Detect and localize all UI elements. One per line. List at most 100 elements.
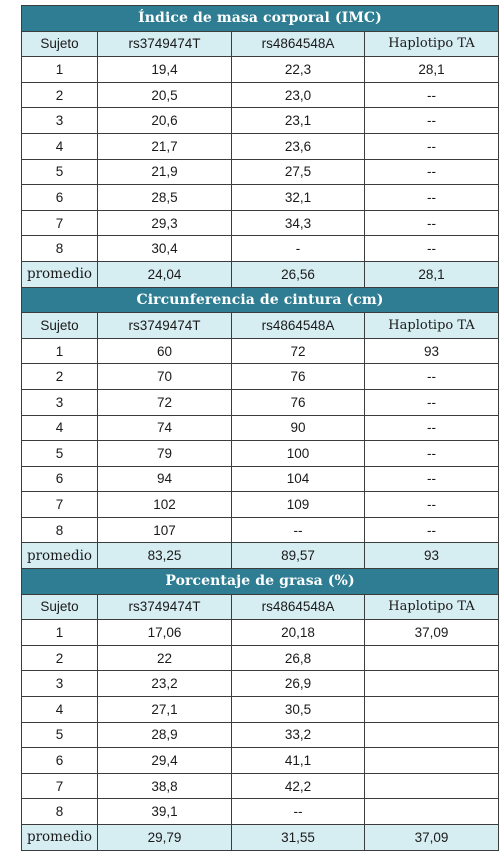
cell-subject: 4 <box>21 132 98 160</box>
table-row: 3 23,2 26,9 <box>21 670 500 698</box>
cell-rs4864548a: -- <box>231 798 365 825</box>
cell-rs3749474t: 20,6 <box>97 107 232 134</box>
cell-haplotype-ta: -- <box>363 414 500 442</box>
cell-rs3749474t: 21,7 <box>97 132 232 160</box>
cell-haplotype-ta: -- <box>363 184 500 211</box>
table-row: 5 79 100 -- <box>21 440 500 467</box>
cell-rs4864548a: 23,0 <box>231 81 365 109</box>
table-row: 2 70 76 -- <box>21 363 500 390</box>
cell-rs3749474t: 29,3 <box>97 209 232 237</box>
average-rs4864548a: 31,55 <box>231 824 365 851</box>
cell-rs4864548a: 104 <box>231 465 365 493</box>
cell-haplotype-ta: -- <box>363 465 500 493</box>
section-title: Índice de masa corporal (IMC) <box>20 5 500 32</box>
cell-rs4864548a: 26,9 <box>231 670 365 698</box>
table-row: 2 22 26,8 <box>21 644 500 672</box>
cell-rs3749474t: 21,9 <box>97 158 232 186</box>
cell-rs4864548a: 27,5 <box>231 158 365 186</box>
table-row: 3 20,6 23,1 -- <box>21 107 500 134</box>
table-row: 4 21,7 23,6 -- <box>21 132 500 160</box>
cell-rs3749474t: 19,4 <box>97 56 232 83</box>
cell-haplotype-ta: -- <box>363 107 500 134</box>
column-header-subject: Sujeto <box>21 30 98 58</box>
average-rs3749474t: 24,04 <box>97 260 232 288</box>
cell-haplotype-ta: -- <box>363 440 500 467</box>
section-title-row: Porcentaje de grasa (%) <box>20 568 500 595</box>
cell-haplotype-ta: -- <box>363 235 500 262</box>
cell-rs4864548a: 90 <box>231 414 365 442</box>
cell-haplotype-ta: -- <box>363 132 500 160</box>
table-row: 6 29,4 41,1 <box>21 747 500 774</box>
cell-subject: 4 <box>21 696 98 723</box>
table-row: 1 19,4 22,3 28,1 <box>21 56 500 83</box>
average-rs3749474t: 29,79 <box>97 824 232 851</box>
column-header-row: Sujeto rs3749474T rs4864548A Haplotipo TA <box>21 30 500 58</box>
cell-subject: 8 <box>21 516 98 544</box>
cell-rs3749474t: 28,9 <box>97 721 232 749</box>
cell-rs4864548a: 30,5 <box>231 696 365 723</box>
cell-haplotype-ta: 93 <box>363 337 500 365</box>
cell-haplotype-ta <box>363 644 500 672</box>
table-row: 8 30,4- -- <box>21 235 500 262</box>
cell-rs3749474t: 39,1 <box>97 798 232 825</box>
cell-haplotype-ta: -- <box>363 158 500 186</box>
cell-rs4864548a: 72 <box>231 337 365 365</box>
cell-subject: 3 <box>21 388 98 416</box>
cell-subject: 2 <box>21 644 98 672</box>
cell-rs4864548a: 76 <box>231 388 365 416</box>
cell-rs3749474t: 79 <box>97 440 232 467</box>
cell-rs4864548a: 41,1 <box>231 747 365 774</box>
column-header-haplotype-ta: Haplotipo TA <box>363 30 500 58</box>
cell-rs4864548a: 34,3 <box>231 209 365 237</box>
cell-rs3749474t: 102 <box>97 491 232 518</box>
cell-subject: 6 <box>21 747 98 774</box>
cell-haplotype-ta: -- <box>363 81 500 109</box>
table-row: 4 74 90 -- <box>21 414 500 442</box>
cell-subject: 1 <box>21 56 98 83</box>
cell-subject: 3 <box>21 670 98 698</box>
cell-subject: 5 <box>21 721 98 749</box>
table-row: 2 20,5 23,0 -- <box>21 81 500 109</box>
column-header-row: Sujeto rs3749474T rs4864548A Haplotipo TA <box>21 312 500 339</box>
column-header-rs4864548a: rs4864548A <box>231 30 365 58</box>
average-row: promedio 83,25 89,57 93 <box>21 542 500 570</box>
average-row: promedio 29,79 31,55 37,09 <box>21 824 500 851</box>
table-row: 1 17,06 20,18 37,09 <box>21 619 500 646</box>
cell-rs4864548a: 76 <box>231 363 365 390</box>
cell-rs4864548a: 109 <box>231 491 365 518</box>
average-rs3749474t: 83,25 <box>97 542 232 570</box>
average-label: promedio <box>21 824 98 851</box>
cell-rs4864548a: 23,1 <box>231 107 365 134</box>
average-row: promedio 24,04 26,56 28,1 <box>21 260 500 288</box>
column-header-haplotype-ta: Haplotipo TA <box>363 312 500 339</box>
table-row: 3 72 76 -- <box>21 388 500 416</box>
average-haplotype-ta: 37,09 <box>363 824 500 851</box>
average-label: promedio <box>21 260 98 288</box>
column-header-rs3749474t: rs3749474T <box>97 593 232 621</box>
section-title-row: Índice de masa corporal (IMC) <box>20 5 500 32</box>
cell-rs4864548a: 42,2 <box>231 772 365 800</box>
cell-subject: 8 <box>21 235 98 262</box>
cell-subject: 1 <box>21 337 98 365</box>
table-row: 6 94 104 -- <box>21 465 500 493</box>
cell-haplotype-ta: -- <box>363 491 500 518</box>
cell-subject: 1 <box>21 619 98 646</box>
section-title-row: Circunferencia de cintura (cm) <box>20 286 500 314</box>
cell-rs3749474t: 27,1 <box>97 696 232 723</box>
table-row: 5 21,9 27,5 -- <box>21 158 500 186</box>
cell-subject: 5 <box>21 440 98 467</box>
average-rs4864548a: 89,57 <box>231 542 365 570</box>
cell-haplotype-ta: 28,1 <box>363 56 500 83</box>
cell-haplotype-ta <box>363 721 500 749</box>
column-header-rs4864548a: rs4864548A <box>231 312 365 339</box>
cell-rs3749474t: 20,5 <box>97 81 232 109</box>
cell-rs4864548a: 22,3 <box>231 56 365 83</box>
table-row: 5 28,9 33,2 <box>21 721 500 749</box>
cell-haplotype-ta <box>363 772 500 800</box>
table-row: 7 102 109 -- <box>21 491 500 518</box>
cell-subject: 5 <box>21 158 98 186</box>
cell-rs3749474t: 22 <box>97 644 232 672</box>
cell-haplotype-ta: -- <box>363 363 500 390</box>
cell-subject: 6 <box>21 184 98 211</box>
average-label: promedio <box>21 542 98 570</box>
